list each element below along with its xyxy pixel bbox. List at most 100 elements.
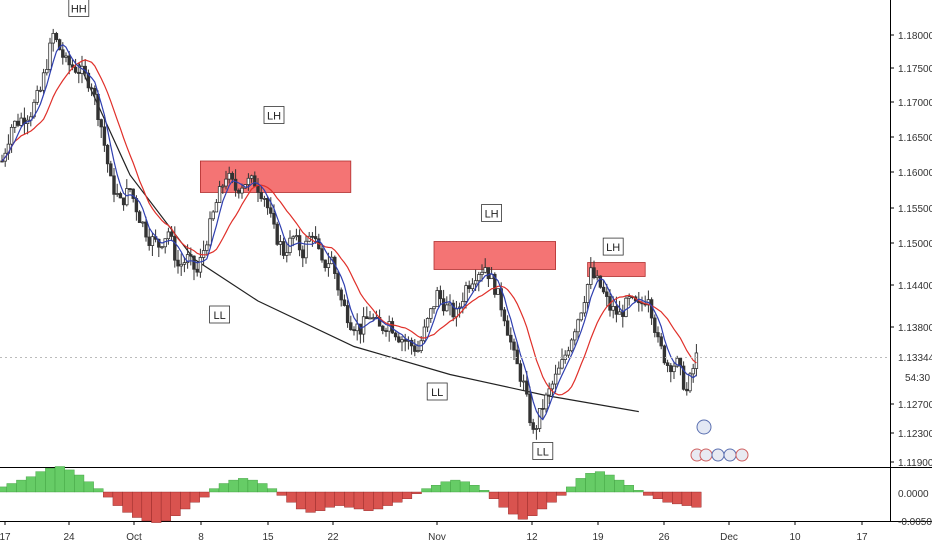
event-flag-icon[interactable] <box>735 448 749 462</box>
oscillator-bar <box>151 491 162 523</box>
event-flags[interactable] <box>690 419 749 462</box>
oscillator-bar <box>527 491 538 516</box>
oscillator-bar <box>566 486 577 493</box>
candle <box>233 178 238 191</box>
oscillator-bar <box>411 491 422 494</box>
candle <box>169 231 174 237</box>
event-flag-icon[interactable] <box>699 448 713 462</box>
candle <box>649 299 654 319</box>
candle <box>157 238 161 248</box>
pivot-label: LL <box>537 447 549 459</box>
oscillator-bar <box>459 481 470 493</box>
candle <box>656 332 660 338</box>
candle <box>352 329 356 332</box>
candle <box>262 197 267 200</box>
candle <box>99 119 103 128</box>
slow-moving-average <box>1 59 697 396</box>
candle <box>502 309 507 322</box>
candle <box>35 90 39 103</box>
oscillator-bar <box>652 491 663 500</box>
candle <box>214 202 219 213</box>
candle <box>0 160 4 163</box>
event-flag-icon[interactable] <box>696 419 712 435</box>
candle <box>54 33 59 41</box>
oscillator-bar <box>382 491 393 506</box>
resistance-zones <box>199 160 646 277</box>
price-tick-label: 1.16000 <box>898 168 932 179</box>
candles <box>0 28 699 440</box>
candle <box>627 296 631 299</box>
candle <box>115 193 119 195</box>
candle <box>166 231 171 240</box>
time-tick-label: 8 <box>198 532 204 543</box>
event-flag-icon[interactable] <box>711 448 725 462</box>
price-tick-label: 1.11900 <box>898 458 932 469</box>
candle <box>198 257 203 273</box>
candle <box>560 359 564 369</box>
oscillator-bar <box>267 488 278 493</box>
oscillator-bar <box>64 469 75 493</box>
time-axis[interactable]: 17 24 Oct 8 15 22 Nov 12 19 26 Dec 10 17 <box>0 521 868 543</box>
candle <box>323 259 327 269</box>
candle <box>515 349 519 365</box>
candle <box>675 357 679 367</box>
time-tick-label: 17 <box>0 532 11 543</box>
oscillator-bar <box>402 491 413 500</box>
oscillator-bar <box>6 483 17 493</box>
pivot-label-box <box>426 382 448 401</box>
candle <box>518 363 523 382</box>
candle <box>349 322 353 331</box>
oscillator-bar <box>585 473 596 493</box>
candle <box>67 55 71 66</box>
candle <box>566 350 571 356</box>
candle <box>365 316 369 319</box>
oscillator-bar <box>373 491 384 510</box>
time-tick-label: 24 <box>63 532 75 543</box>
event-flag-icon[interactable] <box>723 448 737 462</box>
candle <box>310 235 315 238</box>
oscillator-bar <box>295 491 306 510</box>
candle <box>102 126 107 146</box>
candle <box>605 291 609 297</box>
oscillator-bar <box>160 491 171 522</box>
candle <box>473 280 478 285</box>
price-tick-label: 1.17500 <box>898 64 932 75</box>
pivot-label: LH <box>606 242 620 254</box>
time-tick-label: Dec <box>720 532 738 543</box>
candle <box>205 244 209 251</box>
oscillator-bar <box>199 491 210 498</box>
candle <box>576 319 580 333</box>
candle <box>361 316 366 335</box>
oscillator-bar <box>604 474 615 493</box>
oscillator-bar <box>180 491 191 510</box>
candle <box>105 144 110 165</box>
candle <box>486 267 491 280</box>
candle <box>694 352 699 369</box>
candle <box>9 126 14 145</box>
oscillator-bar <box>141 491 152 522</box>
fast-moving-average <box>1 43 697 421</box>
candle <box>41 72 46 91</box>
candle <box>531 422 535 430</box>
candle <box>681 365 686 390</box>
candle <box>147 236 151 246</box>
price-axis[interactable]: 1.18000 1.17500 1.17000 1.16500 1.16000 1.155… <box>890 31 932 469</box>
time-tick-label: Oct <box>126 532 142 543</box>
oscillator-tick-label: 0.0000 <box>898 489 929 500</box>
candle <box>368 317 372 320</box>
oscillator-bar <box>54 466 65 493</box>
time-tick-label: 10 <box>789 532 801 543</box>
candle <box>45 69 49 74</box>
oscillator-bar <box>74 474 85 493</box>
candle <box>483 267 487 273</box>
candle <box>521 380 526 383</box>
candle <box>313 236 318 240</box>
candle <box>118 193 123 199</box>
candle <box>112 175 116 195</box>
candle <box>179 263 183 267</box>
candle <box>195 268 199 273</box>
candle <box>281 241 286 256</box>
candle <box>128 188 132 190</box>
